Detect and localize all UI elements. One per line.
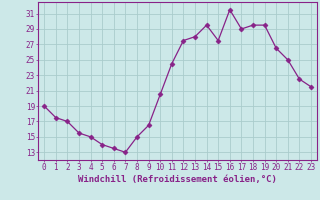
X-axis label: Windchill (Refroidissement éolien,°C): Windchill (Refroidissement éolien,°C) [78,175,277,184]
